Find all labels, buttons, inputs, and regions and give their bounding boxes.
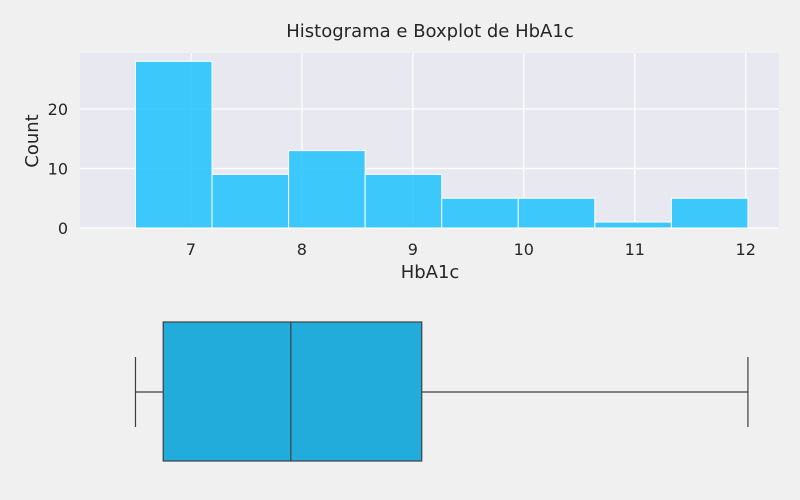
histogram-y-ticks: 0 10 20 — [48, 100, 68, 238]
histogram-x-ticks: 7 8 9 10 11 12 — [186, 240, 756, 259]
y-tick-label: 10 — [48, 159, 68, 178]
histogram-bar — [594, 221, 672, 229]
histogram-bar — [364, 173, 443, 229]
x-tick-label: 8 — [297, 240, 307, 259]
histogram-bar — [288, 150, 366, 229]
y-tick-label: 0 — [58, 219, 68, 238]
histogram-bar — [211, 173, 290, 229]
histogram-bar — [441, 197, 519, 229]
y-tick-label: 20 — [48, 100, 68, 119]
histogram-bar — [517, 197, 596, 229]
x-tick-label: 7 — [186, 240, 196, 259]
histogram-bar — [134, 60, 213, 229]
x-axis-label: HbA1c — [401, 262, 460, 283]
histogram-bar — [670, 197, 749, 229]
x-tick-label: 9 — [408, 240, 418, 259]
x-tick-label: 12 — [736, 240, 756, 259]
x-tick-label: 10 — [514, 240, 534, 259]
boxplot — [134, 321, 749, 462]
x-tick-label: 11 — [625, 240, 645, 259]
chart-title: Histograma e Boxplot de HbA1c — [286, 21, 573, 42]
boxplot-box — [162, 321, 423, 462]
histogram-bars — [134, 60, 749, 229]
y-axis-label: Count — [22, 114, 43, 167]
